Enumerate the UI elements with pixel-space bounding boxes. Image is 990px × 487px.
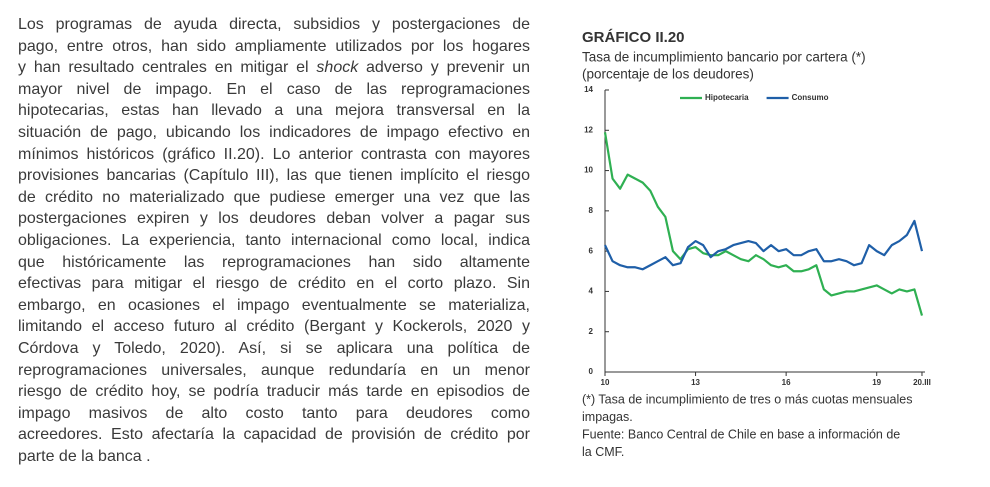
y-tick-label: 0 [589, 367, 594, 376]
y-tick-label: 10 [584, 166, 593, 175]
series-line [604, 219, 924, 271]
x-tick-label: 19 [872, 378, 881, 387]
text-line: efectivas para mitigar el riesgo de créd… [18, 275, 530, 293]
text-line: situación de pago, ubicando los indicado… [18, 123, 530, 141]
x-tick-label: 13 [691, 378, 700, 387]
chart-title: GRÁFICO II.20 [582, 29, 685, 46]
italic-text: shock [316, 59, 359, 77]
text-line: limitando el acceso futuro al crédito (B… [18, 318, 530, 336]
text-line: mínimos históricos (gráfico II.20). Lo a… [18, 145, 530, 163]
y-tick-label: 6 [589, 246, 594, 255]
y-tick-label: 12 [584, 125, 593, 134]
text-segment: adverso y prevenir un [358, 59, 531, 77]
chart-subtitle: (porcentaje de los deudores) [582, 67, 754, 82]
text-line: obligaciones. La experiencia, tanto inte… [18, 231, 530, 249]
text-line: y han resultado centrales en mitigar el … [18, 57, 530, 79]
x-tick-label: 16 [782, 378, 791, 387]
chart-subtitle: Tasa de incumplimiento bancario por cart… [582, 50, 866, 65]
text-line: embargo, en ocasiones el impago eventual… [18, 296, 530, 314]
x-tick-label: 20.III [913, 378, 931, 387]
x-tick-label: 10 [601, 378, 610, 387]
chart-note: la CMF. [582, 445, 624, 459]
text-line: parte de la banca . [18, 447, 151, 465]
text-line: impago masivos de alto costo tanto para … [18, 404, 530, 422]
text-line: acreedores. Esto afectaría la capacidad … [18, 426, 530, 444]
text-line: hipotecarias, estas han llevado a una me… [18, 102, 530, 120]
y-tick-label: 14 [584, 85, 593, 94]
text-line: Los programas de ayuda directa, subsidio… [18, 16, 530, 33]
text-line: que históricamente las reprogramaciones … [18, 253, 530, 271]
series-line [603, 132, 924, 316]
legend-label: Consumo [792, 93, 829, 102]
chart-note: (*) Tasa de incumplimiento de tres o más… [582, 392, 912, 406]
text-line: mayor nivel de impago. En el caso de las… [18, 80, 530, 98]
text-line: Córdova y Toledo, 2020). Así, si se apli… [18, 339, 530, 357]
chart-note: impagas. [582, 410, 633, 424]
y-tick-label: 4 [589, 287, 594, 296]
y-tick-label: 8 [589, 206, 594, 215]
text-line: reprogramaciones universales, aunque red… [18, 361, 530, 379]
paragraph: Los programas de ayuda directa, subsidio… [18, 14, 530, 467]
text-line: de crédito no materializado que pudiese … [18, 188, 530, 206]
y-tick-label: 2 [589, 327, 594, 336]
text-segment: y han resultado centrales en mitigar el [18, 59, 317, 77]
text-line: pago, entre otros, han sido ampliamente … [18, 37, 530, 55]
text-line: provisiones bancarias (Capítulo III), la… [18, 167, 530, 185]
chart-note: Fuente: Banco Central de Chile en base a… [582, 427, 900, 441]
text-line: riesgo de crédito hoy, se podría traduci… [18, 383, 530, 401]
legend-label: Hipotecaria [705, 93, 749, 102]
text-line: postergaciones expiren y los deudores de… [18, 210, 530, 228]
